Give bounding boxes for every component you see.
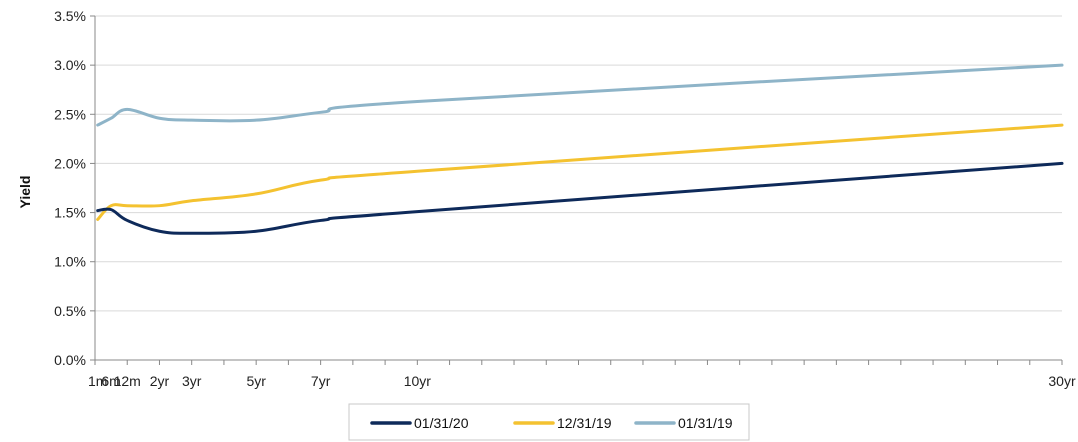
x-tick-label: 7yr <box>311 373 331 389</box>
y-tick-label: 3.0% <box>54 57 86 73</box>
series-line-12-31-19 <box>96 123 1064 221</box>
y-tick-label: 2.0% <box>54 155 86 171</box>
y-axis-title: Yield <box>17 176 33 209</box>
y-tick-label: 0.0% <box>54 352 86 368</box>
x-tick-label: 3yr <box>182 373 202 389</box>
x-tick-label: 10yr <box>404 373 432 389</box>
x-tick-label: 2yr <box>150 373 170 389</box>
x-tick-label: 5yr <box>246 373 266 389</box>
x-tick-label: 1m <box>88 373 107 389</box>
y-tick-label: 1.5% <box>54 205 86 221</box>
y-tick-label: 2.5% <box>54 106 86 122</box>
x-tick-label: 30yr <box>1048 373 1076 389</box>
y-tick-label: 0.5% <box>54 303 86 319</box>
legend-label: 01/31/19 <box>678 415 733 431</box>
axes <box>90 15 1063 365</box>
x-tick-label: 12m <box>114 373 141 389</box>
legend-label: 01/31/20 <box>414 415 469 431</box>
legend-label: 12/31/19 <box>557 415 612 431</box>
y-tick-label: 1.0% <box>54 254 86 270</box>
grid-lines <box>95 15 1062 312</box>
series-line-01-31-19 <box>96 63 1064 127</box>
x-tick-label: 6m <box>101 373 120 389</box>
legend: 01/31/20 12/31/19 01/31/19 <box>348 403 750 441</box>
y-tick-label: 3.5% <box>54 8 86 24</box>
series-lines <box>96 63 1064 235</box>
series-line-01-31-20 <box>96 161 1064 235</box>
